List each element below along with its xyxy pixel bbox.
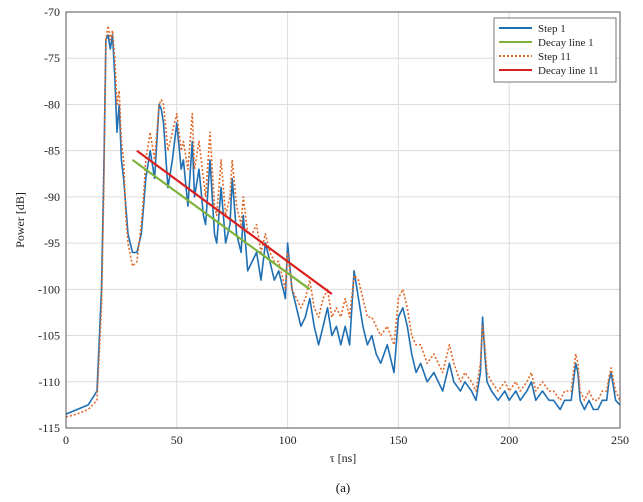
figure-caption: (a): [336, 480, 350, 495]
legend-label: Step 11: [538, 51, 571, 63]
y-tick-label: -115: [38, 421, 60, 435]
y-tick-label: -110: [38, 375, 60, 389]
legend: Step 1 Decay line 1 Step 11 Decay line 11: [493, 17, 617, 83]
x-tick-labels: 0 50 100 150 200 250: [63, 433, 629, 447]
y-tick-labels: -70 -75 -80 -85 -90 -95 -100 -105 -110 -115: [38, 5, 60, 435]
series-line-step-1: [65, 34, 621, 415]
series-line-decay-line-11: [136, 149, 333, 295]
series-lines: [65, 25, 621, 418]
x-tick-label: 250: [611, 433, 629, 447]
y-tick-label: -105: [38, 329, 60, 343]
legend-label: Decay line 1: [538, 37, 594, 49]
x-axis-label: τ [ns]: [330, 451, 356, 465]
y-tick-label: -95: [44, 236, 60, 250]
y-tick-label: -75: [44, 51, 60, 65]
y-tick-label: -85: [44, 144, 60, 158]
y-tick-label: -100: [38, 282, 60, 296]
x-tick-label: 100: [279, 433, 297, 447]
y-tick-label: -70: [44, 5, 60, 19]
y-tick-label: -90: [44, 190, 60, 204]
plot-frame: [65, 11, 621, 429]
x-tick-label: 200: [500, 433, 518, 447]
x-tick-label: 150: [389, 433, 407, 447]
legend-label: Decay line 11: [538, 65, 599, 77]
x-tick-label: 50: [171, 433, 183, 447]
y-tick-label: -80: [44, 97, 60, 111]
legend-label: Step 1: [538, 23, 566, 35]
x-tick-label: 0: [63, 433, 69, 447]
series-line-decay-line-1: [131, 159, 311, 291]
series-line-step-11: [65, 25, 621, 418]
y-axis-label: Power [dB]: [13, 192, 27, 248]
